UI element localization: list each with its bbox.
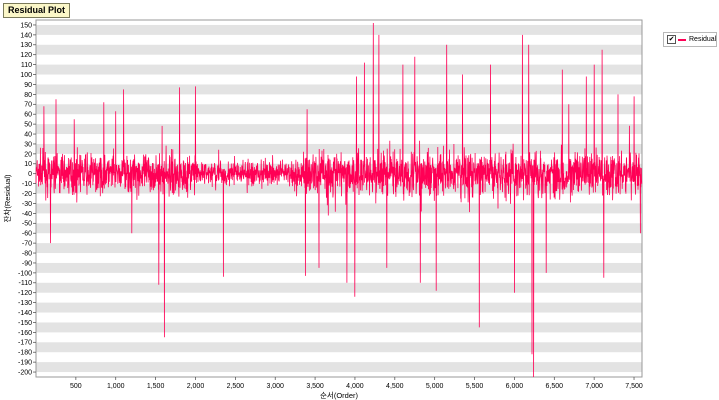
- y-tick-label: 50: [24, 122, 32, 129]
- x-tick-label: 7,000: [585, 383, 603, 390]
- x-tick-label: 1,500: [147, 383, 165, 390]
- y-tick-label: -110: [19, 280, 33, 287]
- grid-band: [36, 262, 642, 273]
- x-tick-label: 2,500: [227, 383, 245, 390]
- grid-band: [36, 44, 642, 55]
- x-axis-title: 순서(Order): [320, 391, 358, 400]
- y-tick-label: -130: [18, 300, 32, 307]
- y-tick-label: -190: [18, 360, 32, 367]
- x-tick-label: 7,500: [625, 383, 643, 390]
- grid-band: [36, 24, 642, 35]
- x-tick-label: 4,500: [386, 383, 404, 390]
- grid-band: [36, 143, 642, 154]
- grid-band: [36, 104, 642, 115]
- legend-line-swatch: [678, 39, 686, 41]
- grid-band: [36, 203, 642, 214]
- y-tick-label: -60: [22, 231, 32, 238]
- y-tick-label: -30: [22, 201, 32, 208]
- grid-band: [36, 322, 642, 333]
- x-tick-label: 2,000: [187, 383, 205, 390]
- grid-band: [36, 84, 642, 95]
- legend-label: Residual: [689, 36, 717, 43]
- x-tick-label: 500: [70, 383, 82, 390]
- y-tick-label: -50: [22, 221, 32, 228]
- y-tick-label: 30: [24, 141, 32, 148]
- grid-band: [36, 302, 642, 313]
- y-tick-label: -100: [18, 270, 32, 277]
- x-axis: 500 1,000 1,500 2,000 2,500 3,000 3,500 4,000 4,…: [70, 377, 643, 390]
- y-tick-label: 140: [20, 32, 32, 39]
- x-tick-label: 1,000: [107, 383, 125, 390]
- x-tick-label: 5,500: [466, 383, 484, 390]
- y-tick-label: -70: [22, 241, 32, 248]
- y-axis-title: 잔차(Residual): [2, 174, 12, 222]
- chart-title: Residual Plot: [3, 3, 71, 18]
- y-tick-label: 110: [21, 62, 32, 69]
- y-tick-label: 0: [28, 171, 32, 178]
- y-tick-label: -160: [18, 330, 32, 337]
- grid-band: [36, 183, 642, 194]
- y-tick-label: 70: [24, 102, 32, 109]
- y-tick-label: -80: [22, 250, 32, 257]
- y-tick-label: -200: [18, 369, 32, 376]
- x-tick-label: 5,000: [426, 383, 444, 390]
- x-tick-label: 6,000: [506, 383, 524, 390]
- y-tick-label: 100: [20, 72, 32, 79]
- y-tick-label: 60: [24, 112, 32, 119]
- y-tick-label: -140: [18, 310, 32, 317]
- x-tick-label: 3,000: [266, 383, 284, 390]
- y-tick-label: -170: [18, 340, 32, 347]
- grid-band: [36, 243, 642, 254]
- y-tick-label: -10: [22, 181, 32, 188]
- grid-band: [36, 64, 642, 75]
- y-tick-label: 20: [24, 151, 32, 158]
- y-tick-label: -120: [18, 290, 32, 297]
- legend: ✔ Residual: [663, 32, 717, 47]
- y-tick-label: -40: [22, 211, 32, 218]
- residual-line: [35, 22, 643, 378]
- y-tick-label: 150: [20, 22, 32, 29]
- grid-band: [36, 342, 642, 353]
- x-tick-label: 3,500: [306, 383, 324, 390]
- y-tick-label: 10: [24, 161, 32, 168]
- y-tick-label: -150: [18, 320, 32, 327]
- legend-checkbox[interactable]: ✔: [667, 35, 676, 44]
- y-tick-label: -180: [18, 350, 32, 357]
- grid-band: [36, 223, 642, 234]
- y-tick-label: -90: [22, 260, 32, 267]
- y-tick-label: 40: [24, 131, 32, 138]
- grid-band: [36, 124, 642, 135]
- x-tick-label: 6,500: [546, 383, 564, 390]
- grid-bands: [35, 19, 643, 378]
- y-tick-label: -20: [22, 191, 32, 198]
- x-tick-label: 4,000: [346, 383, 364, 390]
- y-tick-label: 130: [20, 42, 32, 49]
- y-tick-label: 90: [24, 82, 32, 89]
- y-tick-label: 80: [24, 92, 32, 99]
- y-axis: 1501401301201101009080706050403020100-10…: [18, 22, 36, 376]
- grid-band: [36, 282, 642, 293]
- grid-band: [36, 362, 642, 373]
- y-tick-label: 120: [20, 52, 32, 59]
- residual-series: [35, 22, 643, 378]
